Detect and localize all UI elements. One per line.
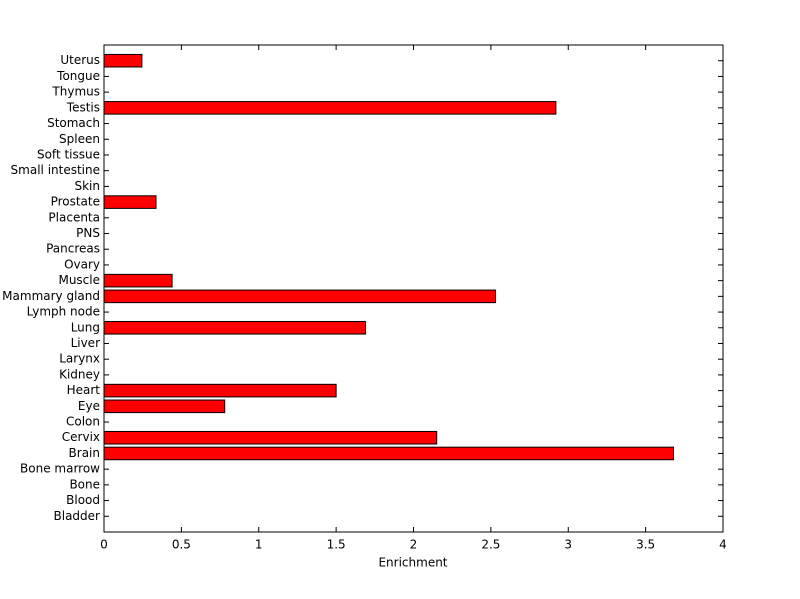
bar <box>103 101 557 115</box>
y-tick-label: Ovary <box>64 257 100 271</box>
x-tick-label: 4 <box>719 538 727 552</box>
bar <box>103 289 497 304</box>
bar <box>103 430 438 445</box>
y-tick-label: Soft tissue <box>37 147 100 161</box>
y-tick-label: Placenta <box>48 210 100 224</box>
y-tick-label: Spleen <box>59 132 100 146</box>
bar <box>103 195 157 209</box>
y-tick-label: Blood <box>66 493 100 507</box>
y-tick-label: Colon <box>66 415 100 429</box>
bar <box>103 383 337 398</box>
x-tick-label: 1 <box>255 538 263 552</box>
y-tick-label: Small intestine <box>11 163 100 177</box>
bar <box>103 320 367 335</box>
x-tick-label: 2 <box>410 538 418 552</box>
x-tick-label: 0.5 <box>172 538 191 552</box>
y-tick-label: Liver <box>71 336 101 350</box>
y-tick-label: Cervix <box>62 430 100 444</box>
x-tick-label: 3 <box>564 538 572 552</box>
y-tick-label: Muscle <box>58 273 100 287</box>
y-tick-label: Prostate <box>51 195 100 209</box>
bar <box>103 399 226 414</box>
y-tick-label: Bladder <box>54 509 101 523</box>
x-tick-label: 3.5 <box>636 538 655 552</box>
y-tick-label: Pancreas <box>46 242 100 256</box>
bar <box>103 53 143 68</box>
y-tick-label: Lymph node <box>27 305 100 319</box>
bar <box>103 273 173 288</box>
y-tick-label: Stomach <box>47 116 100 130</box>
x-tick-label: 1.5 <box>327 538 346 552</box>
y-tick-label: Thymus <box>51 85 100 99</box>
y-tick-label: Skin <box>74 179 100 193</box>
y-tick-label: Tongue <box>56 69 100 83</box>
y-tick-label: PNS <box>76 226 100 240</box>
y-tick-label: Brain <box>69 446 100 460</box>
y-tick-label: Bone marrow <box>20 462 100 476</box>
y-tick-label: Uterus <box>60 53 100 67</box>
y-tick-label: Larynx <box>59 352 100 366</box>
y-tick-label: Bone <box>69 477 100 491</box>
x-tick-label: 2.5 <box>481 538 500 552</box>
y-tick-label: Eye <box>78 399 100 413</box>
x-axis-label: Enrichment <box>378 556 447 570</box>
y-tick-label: Lung <box>71 320 100 334</box>
bar <box>103 446 674 461</box>
y-tick-label: Kidney <box>59 367 100 381</box>
y-tick-label: Heart <box>67 383 101 397</box>
y-tick-label: Mammary gland <box>2 289 100 303</box>
x-tick-label: 0 <box>100 538 108 552</box>
y-tick-label: Testis <box>66 100 100 114</box>
